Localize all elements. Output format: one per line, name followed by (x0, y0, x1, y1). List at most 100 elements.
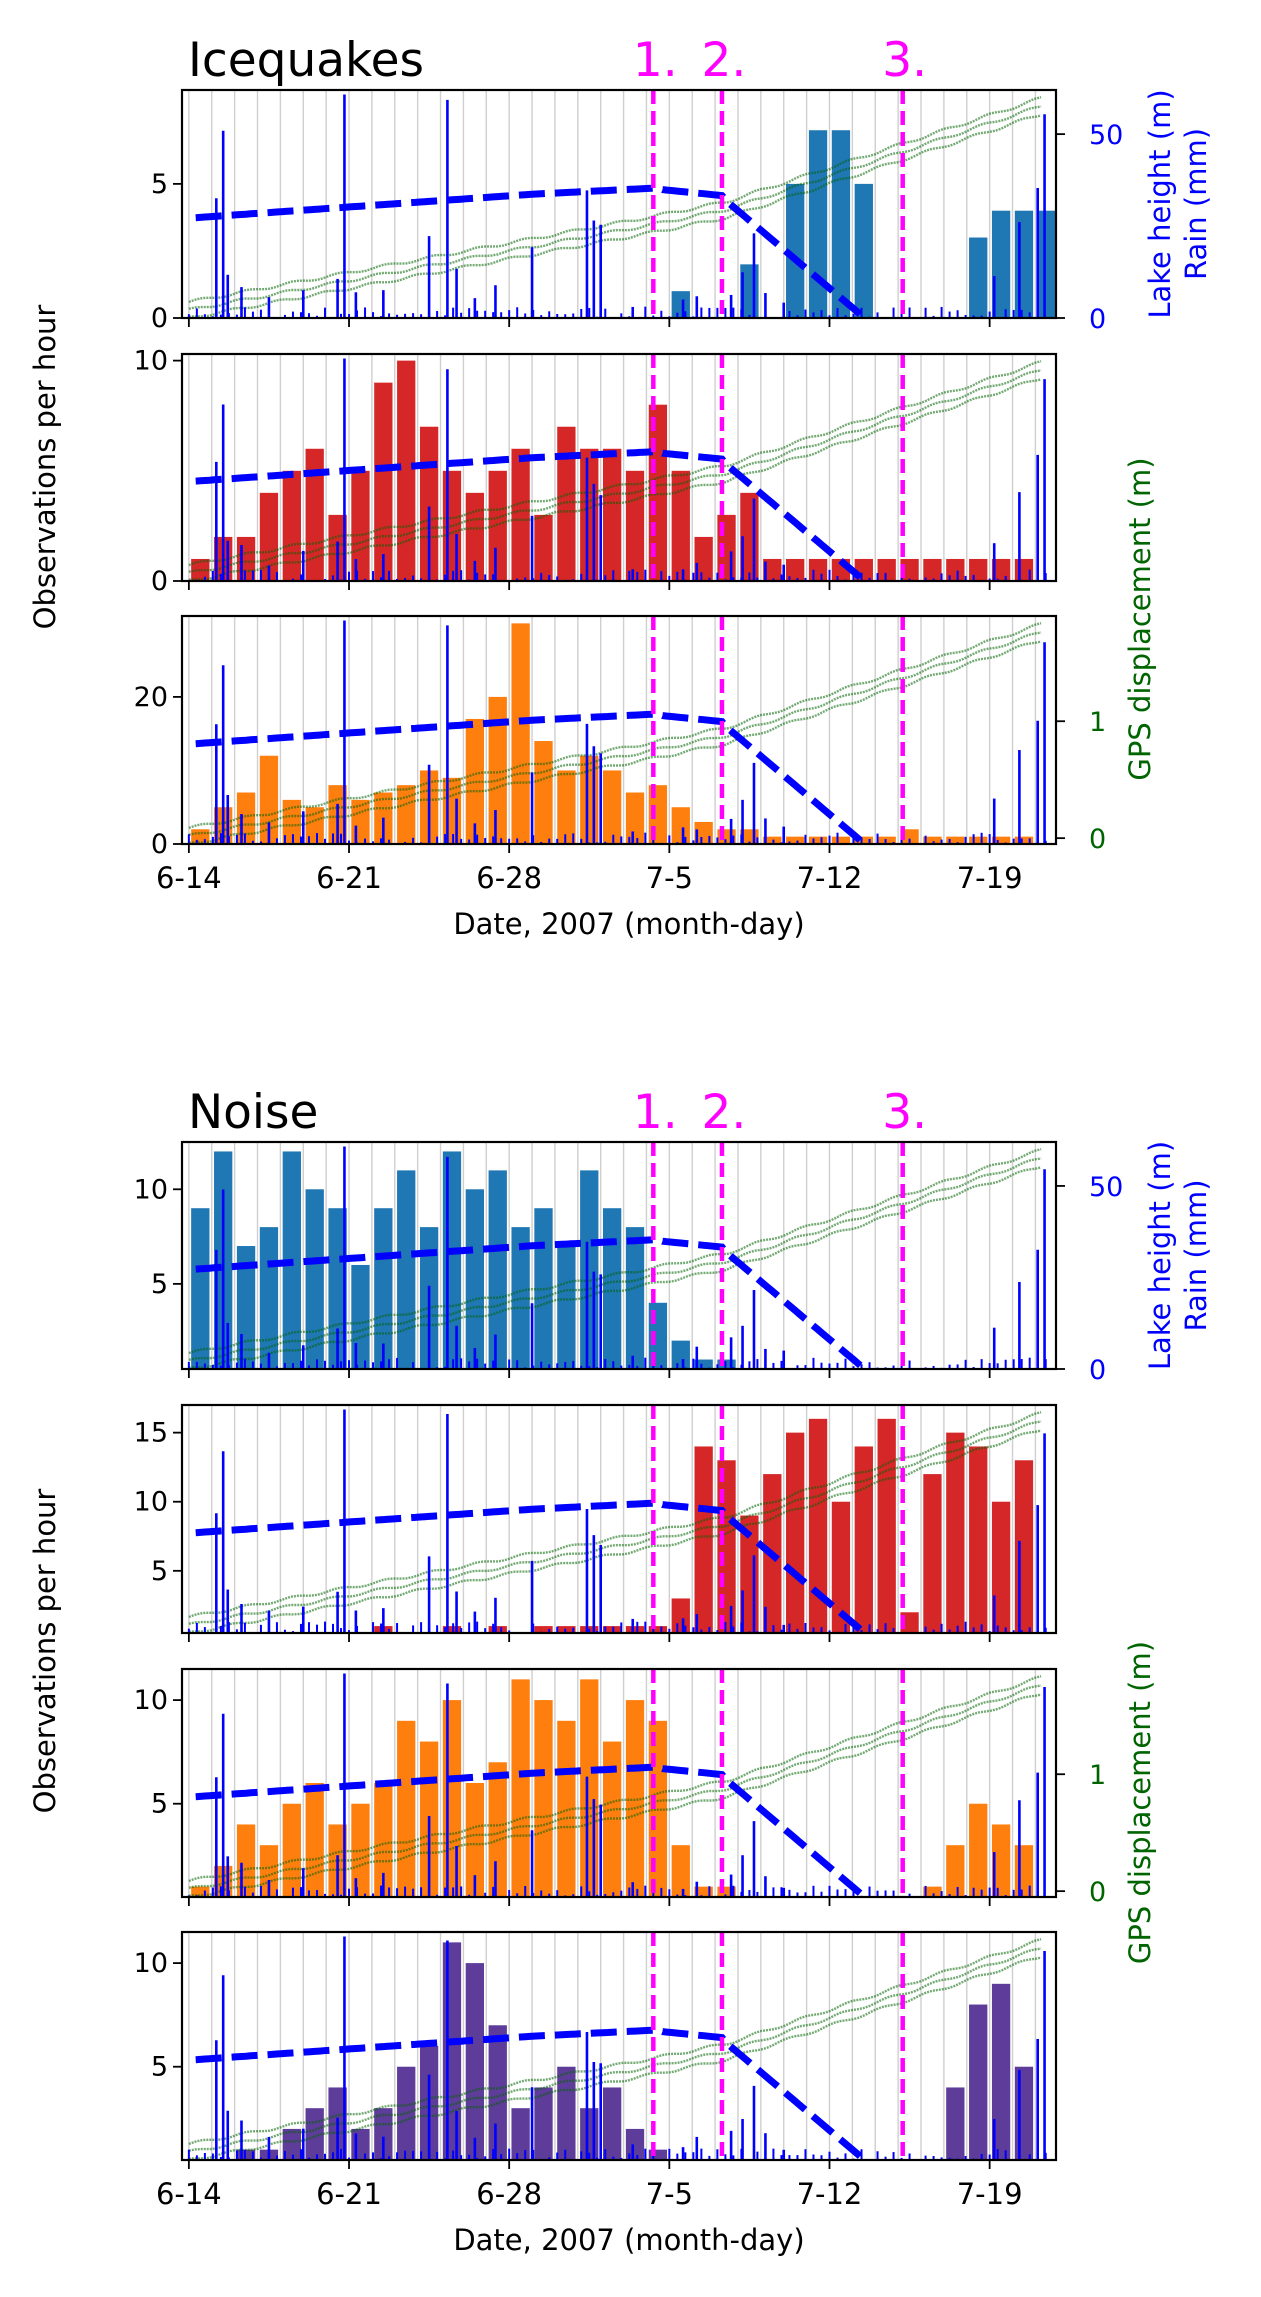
bar (923, 836, 942, 844)
axes-frame (180, 614, 1058, 846)
bar (397, 785, 416, 844)
right-axis-label-gps: GPS displacement (m) (1123, 457, 1157, 780)
gps-displacement-line (188, 1684, 1042, 1889)
bar (694, 536, 713, 581)
bar (717, 1359, 736, 1369)
bar (786, 836, 805, 844)
panel-5: 5 10 15 (134, 1403, 1058, 1642)
bar (808, 130, 828, 318)
y-axis-label: Observations per hour (28, 305, 62, 630)
bar (991, 1501, 1011, 1633)
bar (625, 1700, 645, 1897)
gps-displacement-line (188, 1148, 1042, 1355)
axes-frame (180, 1403, 1058, 1635)
bar (808, 558, 828, 581)
bar (557, 426, 576, 581)
gps-displacement-line (188, 1166, 1042, 1369)
bar (488, 696, 507, 844)
bar (191, 829, 210, 844)
y-tick-label: 10 (134, 1685, 168, 1716)
right-y-tick-label: 0 (1089, 1355, 1106, 1386)
bar (969, 836, 988, 844)
x-tick-label: 6-28 (476, 2177, 542, 2211)
gps-displacement-line (188, 631, 1042, 836)
bar (602, 1208, 622, 1369)
gps-displacement-line (188, 378, 1042, 581)
bar (1014, 1460, 1034, 1633)
bar (786, 183, 805, 318)
y-tick-label: 5 (151, 2052, 168, 2083)
bar (763, 836, 782, 844)
bar (282, 470, 301, 581)
axes-frame (180, 352, 1058, 583)
y-tick-label: 5 (151, 169, 168, 200)
gps-displacement-line (188, 369, 1042, 573)
bar (969, 558, 988, 581)
right-y-tick-label: 1 (1089, 707, 1106, 738)
x-axis-label: Date, 2007 (month-day) (453, 907, 804, 941)
bar (946, 836, 965, 844)
gps-displacement-line (188, 1947, 1042, 2152)
right-axis-label-gps: GPS displacement (m) (1123, 1641, 1157, 1964)
bar (236, 2149, 256, 2160)
bar (511, 2108, 530, 2160)
bar (465, 718, 485, 844)
gps-displacement-line (188, 1157, 1042, 1361)
bar (808, 1418, 828, 1633)
y-tick-label: 10 (134, 346, 168, 377)
bar (671, 1340, 690, 1369)
y-tick-label: 15 (134, 1418, 168, 1449)
bar (946, 1845, 965, 1897)
bar (397, 1170, 416, 1369)
gps-displacement-line (188, 1675, 1042, 1883)
bar (671, 807, 690, 844)
event-label-1: 1. (633, 1085, 678, 1140)
y-axis-label: Observations per hour (28, 1489, 62, 1814)
x-tick-label: 6-14 (156, 2177, 222, 2211)
bar (465, 1963, 485, 2160)
bar (602, 1741, 622, 1897)
bar (259, 755, 279, 844)
bar (625, 470, 645, 581)
right-axis-label-lake: Lake height (m) (1143, 89, 1177, 318)
bar (625, 1626, 645, 1633)
bar (557, 770, 576, 844)
bar (602, 1626, 622, 1633)
x-tick-label: 6-28 (476, 861, 542, 895)
bar (374, 2108, 393, 2160)
bar (1014, 836, 1034, 844)
bar (488, 2025, 507, 2160)
bar (763, 558, 782, 581)
bar (969, 237, 988, 318)
bar (442, 1626, 462, 1633)
lake-height-line (195, 184, 867, 320)
bar (831, 1501, 851, 1633)
bar (625, 2128, 645, 2160)
bar (648, 2149, 668, 2160)
bar (671, 1845, 690, 1897)
gps-displacement-line (188, 1938, 1042, 2146)
bar (900, 829, 919, 844)
panel-4: 5 10 0 50 Noise 1. 2. 3. (134, 1085, 1124, 1386)
panel-title: Icequakes (188, 33, 424, 88)
axes-frame (180, 1930, 1058, 2162)
bar (946, 558, 965, 581)
bar (580, 448, 599, 581)
bar (991, 1983, 1011, 2160)
event-label-3: 3. (882, 1085, 927, 1140)
bar (442, 1700, 462, 1897)
right-axis-label-rain: Rain (mm) (1179, 1179, 1213, 1331)
bar (854, 836, 873, 844)
panel-6: 5 10 0 1 (134, 1667, 1106, 1908)
y-tick-label: 5 (151, 1789, 168, 1820)
bar (305, 807, 324, 844)
bar (557, 1246, 576, 1369)
bar (900, 1612, 919, 1633)
panel-2: 0 10 (134, 346, 1058, 597)
bar (282, 2128, 301, 2160)
bar (580, 1170, 599, 1369)
bar (282, 799, 301, 844)
bar (625, 792, 645, 844)
bar (191, 1208, 210, 1369)
